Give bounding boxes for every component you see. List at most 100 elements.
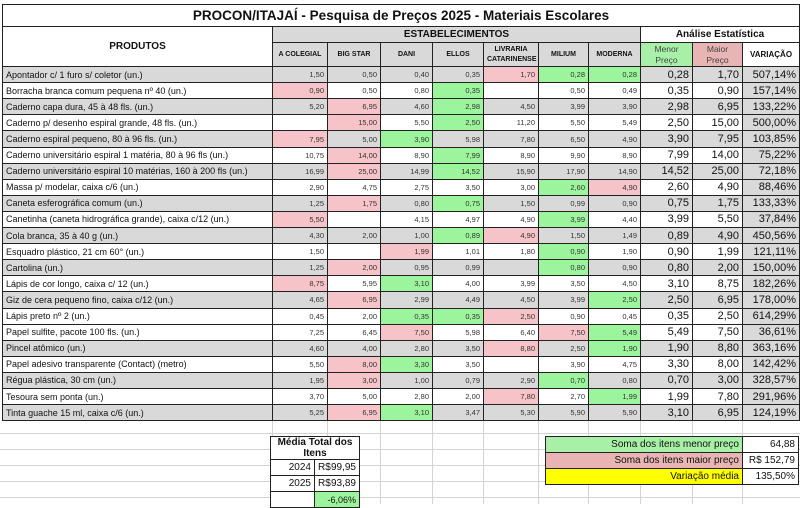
price-cell: 0,50 (327, 66, 381, 84)
price-cell: 15,90 (483, 162, 539, 180)
price-cell: 3,10 (380, 404, 433, 422)
product-name: Régua plástica, 30 cm (un.) (2, 371, 273, 389)
price-cell: 1,25 (272, 259, 328, 277)
product-name: Borracha branca comum pequena nº 40 (un.… (2, 82, 273, 100)
table-row: Caderno p/ desenho espiral grande, 48 fl… (2, 114, 800, 132)
price-cell: 0,90 (588, 259, 641, 277)
maior-preco: 4,90 (692, 227, 743, 245)
price-cell: 3,00 (327, 371, 381, 389)
price-cell: 5,49 (588, 114, 641, 132)
maior-preco: 1,99 (692, 243, 743, 261)
variacao: 450,56% (741, 227, 800, 245)
price-cell: 0,99 (432, 259, 484, 277)
value-2024: 99,95 (330, 462, 356, 473)
variacao: 150,00% (741, 259, 800, 277)
grid-line (538, 418, 539, 504)
price-cell: 1,90 (588, 339, 641, 357)
price-cell: 0,79 (432, 371, 484, 389)
product-name: Lápis preto nº 2 (un.) (2, 307, 273, 325)
grid-line (483, 418, 484, 504)
price-cell: 1,50 (272, 243, 328, 261)
table-row: Caneta esferográfica comum (un.) 1,25 1,75… (2, 194, 800, 212)
maior-preco: 25,00 (692, 162, 743, 180)
maior-preco: 7,95 (692, 130, 743, 148)
price-cell: 4,75 (327, 178, 381, 196)
table-row: Tesoura sem ponta (un.) 3,70 5,00 2,80 2,00 7… (2, 387, 800, 406)
price-cell: 0,95 (380, 259, 433, 277)
variacao: 133,33% (741, 194, 800, 212)
product-name: Apontador c/ 1 furo s/ coletor (un.) (2, 66, 273, 84)
price-cell: 4,40 (588, 210, 641, 229)
price-cell: 3,50 (432, 355, 484, 373)
maior-preco: 2,50 (692, 307, 743, 325)
price-cell (327, 210, 381, 229)
header-maior-preco: Maior Preço (692, 42, 743, 68)
price-cell: 1,50 (538, 227, 589, 245)
header-store: BIG STAR (327, 42, 381, 68)
product-name: Tesoura sem ponta (un.) (2, 387, 273, 406)
product-name: Papel adesivo transparente (Contact) (me… (2, 355, 273, 373)
year-2024: 2024 (270, 459, 315, 476)
product-name: Esquadro plástico, 21 cm 60° (un.) (2, 243, 273, 261)
price-cell: 0,90 (588, 194, 641, 212)
table-row: Massa p/ modelar, caixa c/6 (un.) 2,90 4,7… (2, 178, 800, 196)
media-title: Média Total dos Itens (270, 436, 360, 460)
price-cell: 14,52 (432, 162, 484, 180)
price-cell: 5,00 (327, 130, 381, 148)
price-cell: 0,80 (538, 259, 589, 277)
price-cell: 1,50 (483, 194, 539, 212)
variacao: 121,11% (741, 243, 800, 261)
price-cell: 0,40 (380, 66, 433, 84)
menor-preco: 0,80 (640, 259, 693, 277)
price-cell: 1,95 (272, 371, 328, 389)
price-cell: 5,30 (483, 404, 539, 422)
price-cell: 4,50 (588, 275, 641, 293)
price-cell: 4,90 (588, 130, 641, 148)
price-cell: 3,30 (380, 355, 433, 373)
price-cell: 0,90 (272, 82, 328, 100)
currency: R$ (318, 478, 331, 489)
price-cell: 5,49 (588, 323, 641, 341)
table-row: Esquadro plástico, 21 cm 60° (un.) 1,50 1,… (2, 243, 800, 261)
menor-preco: 3,99 (640, 210, 693, 229)
header-store: MILIUM (538, 42, 589, 68)
product-name: Canetinha (caneta hidrográfica grande), … (2, 210, 273, 229)
price-cell: 3,90 (380, 130, 433, 148)
media-total-table: Média Total dos Itens 2024 R$ 99,95 2025 R$… (270, 436, 360, 508)
price-cell: 5,00 (327, 387, 381, 406)
price-cell: 4,97 (432, 210, 484, 229)
price-cell: 4,90 (483, 227, 539, 245)
soma-menor-value: 64,88 (742, 436, 799, 453)
price-cell: 4,50 (483, 291, 539, 309)
maior-preco: 0,90 (692, 82, 743, 100)
price-cell: 6,95 (327, 98, 381, 116)
price-cell: 0,80 (380, 194, 433, 212)
header-store: ELLOS (432, 42, 484, 68)
price-cell: 8,90 (380, 146, 433, 164)
variacao: 75,22% (741, 146, 800, 164)
price-cell: 15,00 (327, 114, 381, 132)
price-cell: 5,95 (327, 275, 381, 293)
price-cell: 2,00 (327, 227, 381, 245)
product-name: Caneta esferográfica comum (un.) (2, 194, 273, 212)
price-cell: 1,25 (272, 194, 328, 212)
maior-preco: 6,95 (692, 291, 743, 309)
header-estabelecimentos: ESTABELECIMENTOS (272, 25, 641, 44)
price-cell: 3,00 (483, 178, 539, 196)
price-cell: 0,35 (432, 82, 484, 100)
grid-line (380, 418, 381, 504)
price-cell: 2,80 (380, 339, 433, 357)
menor-preco: 0,70 (640, 371, 693, 389)
product-name: Caderno capa dura, 45 à 48 fls. (un.) (2, 98, 273, 116)
price-cell: 0,99 (538, 194, 589, 212)
maior-preco: 7,80 (692, 387, 743, 406)
price-cell: 4,30 (272, 227, 328, 245)
price-cell: 8,00 (327, 355, 381, 373)
variacao: 182,26% (741, 275, 800, 293)
variacao-media-label: Variação média (545, 468, 743, 485)
maior-preco: 8,80 (692, 339, 743, 357)
price-cell: 1,00 (380, 227, 433, 245)
price-cell: 2,98 (432, 98, 484, 116)
price-cell: 16,99 (272, 162, 328, 180)
price-cell: 0,80 (380, 82, 433, 100)
